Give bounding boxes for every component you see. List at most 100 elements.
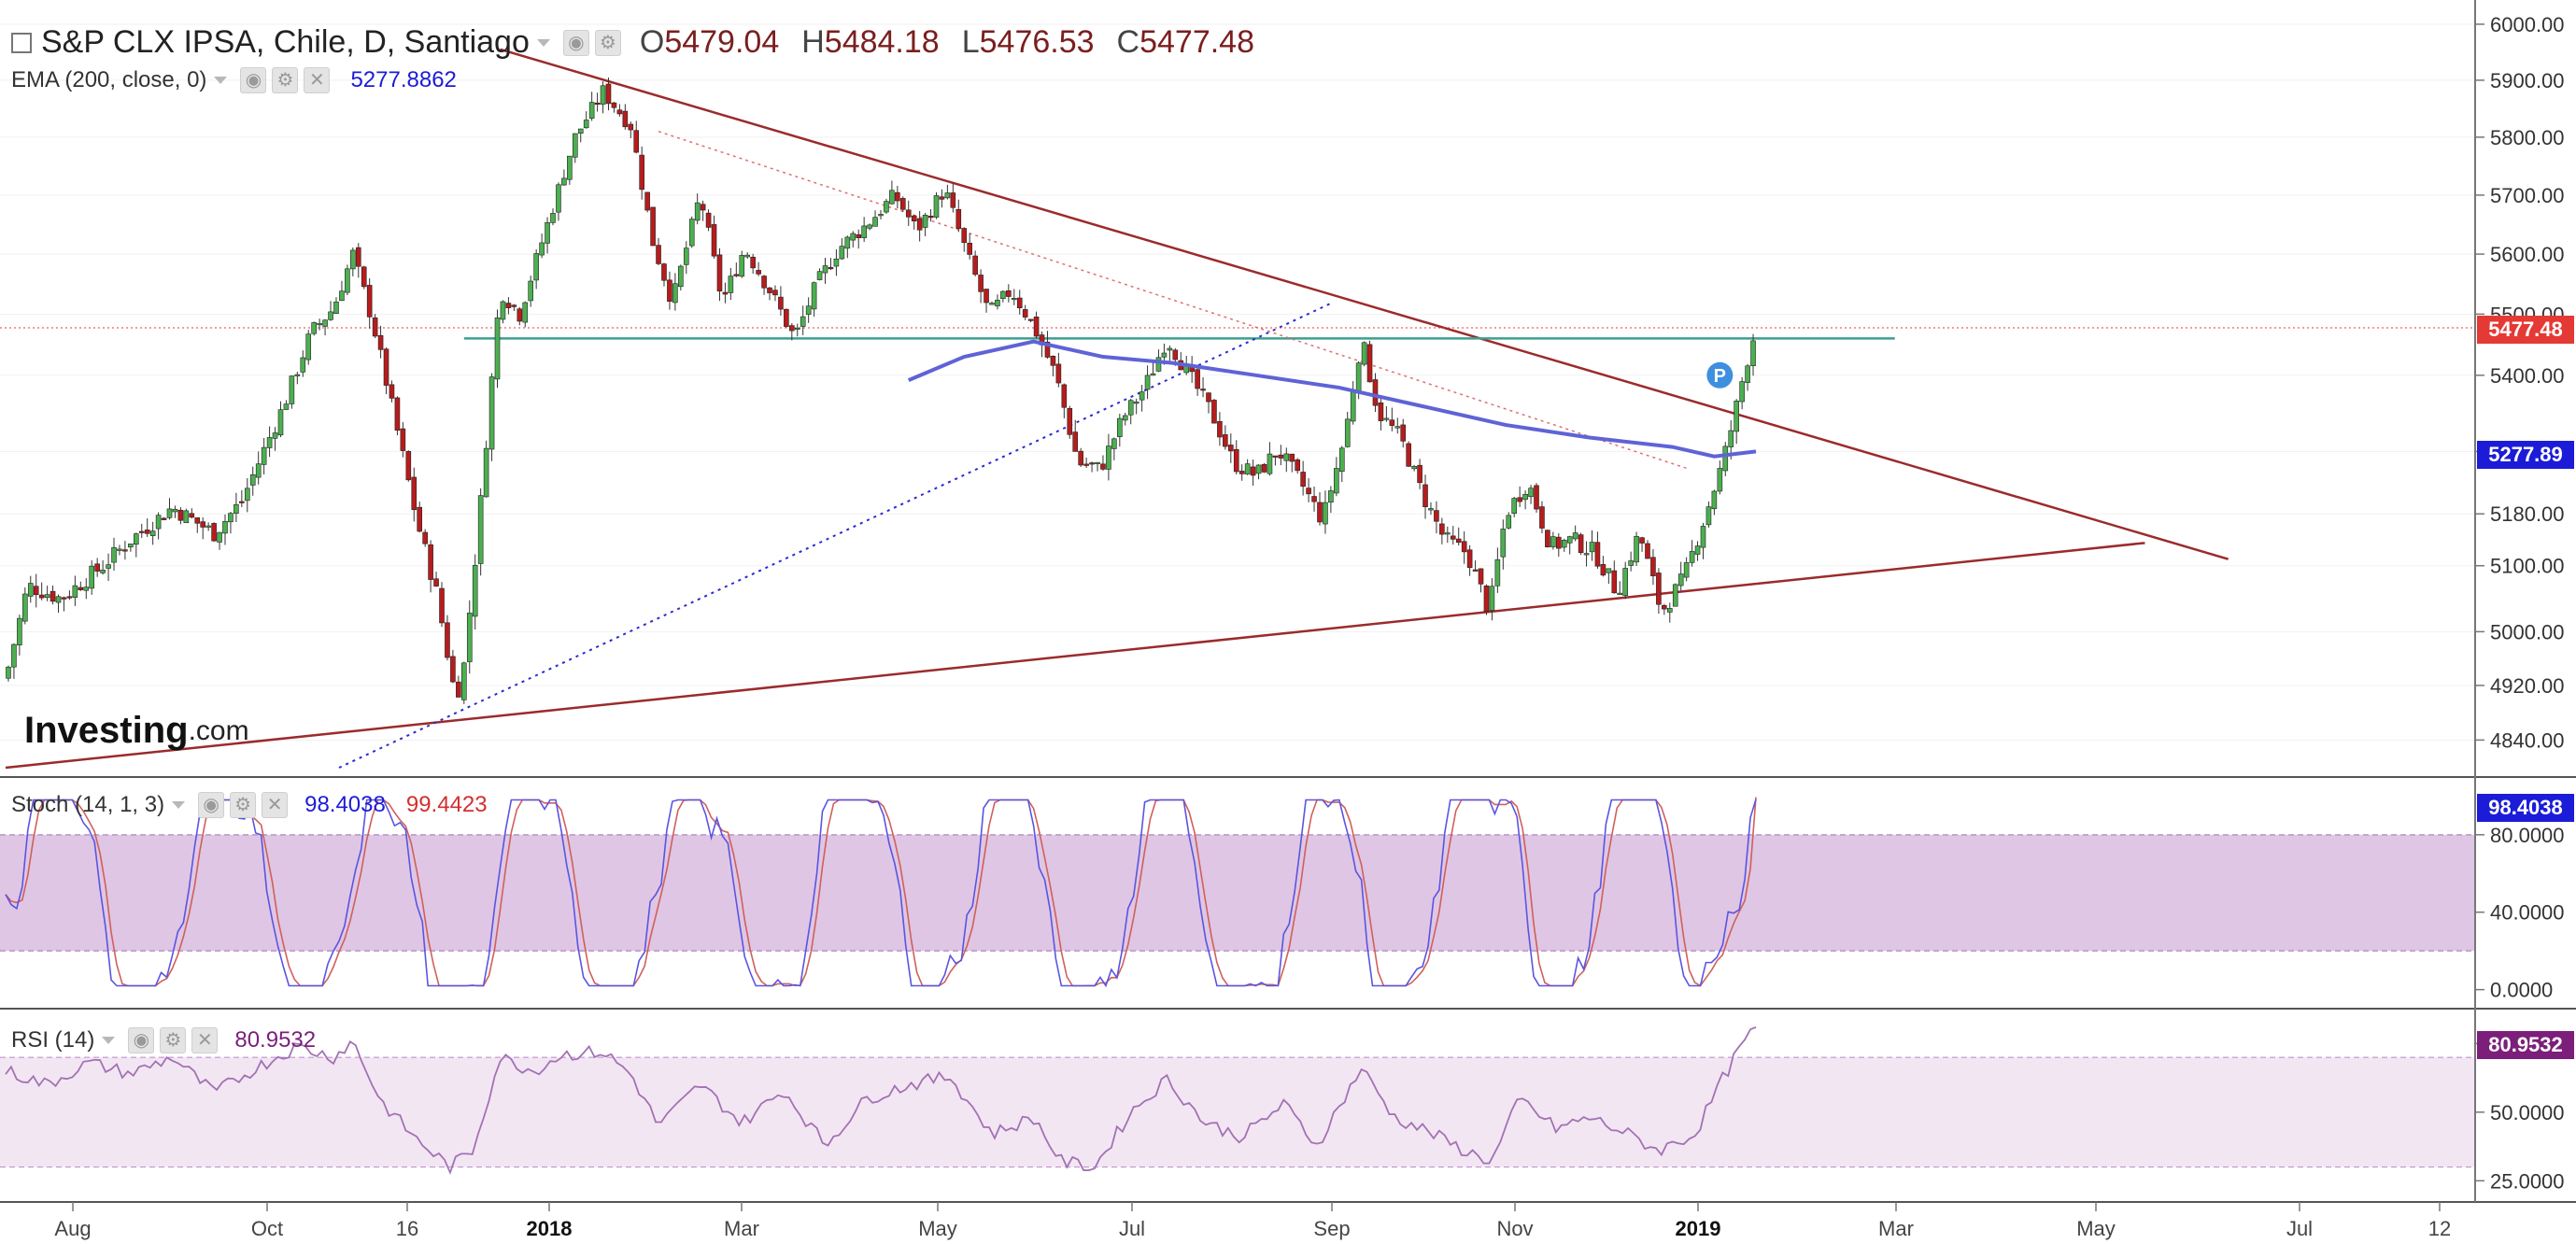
eye-icon[interactable]: ◉ — [240, 67, 267, 93]
candle — [17, 617, 22, 645]
stoch-label[interactable]: Stoch (14, 1, 3) — [11, 792, 165, 817]
candle — [1150, 373, 1156, 376]
candle — [1089, 462, 1095, 465]
gear-icon[interactable]: ⚙ — [594, 29, 621, 56]
candle — [594, 102, 601, 106]
candle — [328, 311, 333, 320]
candle — [644, 191, 650, 211]
candle — [1127, 400, 1134, 416]
close-icon[interactable]: ✕ — [304, 67, 331, 93]
price-panel[interactable]: P — [0, 48, 2475, 770]
stoch-tick-label: 0.0000 — [2490, 979, 2553, 1002]
candle — [439, 587, 445, 624]
candle — [556, 184, 561, 213]
candle — [1534, 485, 1539, 510]
candle — [1117, 417, 1123, 437]
ema-dropdown-icon[interactable] — [214, 77, 228, 84]
candle — [722, 291, 729, 295]
candle — [166, 508, 173, 518]
candle — [138, 530, 145, 533]
candle — [984, 289, 989, 304]
time-tick-label: Jul — [1119, 1217, 1145, 1240]
candle — [55, 596, 62, 603]
candle — [1406, 443, 1411, 467]
candle — [1483, 586, 1490, 612]
candle — [78, 587, 84, 590]
candle — [1311, 496, 1317, 502]
high-label: H — [801, 24, 825, 60]
candle — [1428, 508, 1434, 511]
gear-icon[interactable]: ⚙ — [272, 67, 299, 93]
collapse-icon[interactable] — [11, 32, 32, 53]
close-value: 5477.48 — [1139, 24, 1254, 60]
candle — [1400, 424, 1407, 442]
close-icon[interactable]: ✕ — [262, 792, 289, 818]
candle — [961, 228, 968, 243]
candle — [622, 110, 629, 128]
candle — [111, 546, 117, 563]
candle — [450, 656, 456, 683]
gear-icon[interactable]: ⚙ — [230, 792, 257, 818]
rsi-label[interactable]: RSI (14) — [11, 1027, 95, 1053]
candle — [511, 304, 517, 307]
candle — [1656, 573, 1662, 605]
candle — [588, 102, 595, 119]
candle — [494, 317, 501, 380]
stoch-k-value: 98.4038 — [304, 792, 386, 817]
candle — [744, 254, 751, 258]
stoch-legend: Stoch (14, 1, 3) ◉ ⚙ ✕ 98.4038 99.4423 — [11, 792, 488, 818]
candle — [1511, 498, 1518, 515]
candle — [1078, 450, 1083, 466]
symbol-dropdown-icon[interactable] — [536, 38, 550, 47]
candle — [61, 597, 67, 600]
rsi-value-tag: 80.9532 — [2477, 1031, 2574, 1059]
rsi-panel[interactable] — [0, 1026, 2475, 1176]
ema-line — [907, 339, 1757, 459]
eye-icon[interactable]: ◉ — [198, 792, 225, 818]
eye-icon[interactable]: ◉ — [128, 1027, 155, 1053]
candle — [1717, 468, 1723, 492]
candle — [828, 267, 834, 270]
last-price-tag: 5477.48 — [2477, 316, 2574, 344]
close-icon[interactable]: ✕ — [191, 1027, 219, 1053]
price-tick-label: 5900.00 — [2490, 69, 2565, 92]
rsi-dropdown-icon[interactable] — [102, 1037, 116, 1044]
candle — [545, 222, 550, 244]
candle — [1545, 530, 1550, 548]
high-value: 5484.18 — [824, 24, 940, 60]
gear-icon[interactable]: ⚙ — [160, 1027, 187, 1053]
candle — [1217, 420, 1223, 438]
candle — [1461, 541, 1467, 553]
candle — [505, 303, 512, 308]
symbol-title[interactable]: S&P CLX IPSA, Chile, D, Santiago — [41, 24, 530, 60]
candle — [878, 214, 884, 217]
candle — [1561, 540, 1567, 548]
candle — [272, 432, 278, 439]
rsi-value: 80.9532 — [234, 1027, 317, 1053]
eye-icon[interactable]: ◉ — [562, 29, 589, 56]
candle — [1522, 494, 1528, 501]
ema-label[interactable]: EMA (200, close, 0) — [11, 67, 207, 92]
candle — [705, 212, 712, 228]
candle — [300, 357, 306, 373]
candle — [1106, 445, 1111, 470]
candle — [66, 596, 73, 599]
stoch-dropdown-icon[interactable] — [172, 801, 186, 809]
candle — [500, 301, 506, 320]
price-tick-label: 5800.00 — [2490, 126, 2565, 149]
candle — [433, 578, 439, 587]
stoch-panel[interactable] — [0, 797, 2475, 988]
candle — [1434, 510, 1439, 522]
candle — [161, 517, 167, 520]
candle — [83, 587, 90, 591]
candle — [1100, 463, 1106, 470]
candle — [700, 204, 706, 211]
candle — [205, 525, 211, 528]
candle — [1361, 342, 1367, 365]
candle — [517, 308, 523, 322]
candle — [539, 242, 545, 256]
candle — [639, 154, 644, 191]
candle — [772, 290, 778, 296]
candle — [339, 290, 345, 302]
